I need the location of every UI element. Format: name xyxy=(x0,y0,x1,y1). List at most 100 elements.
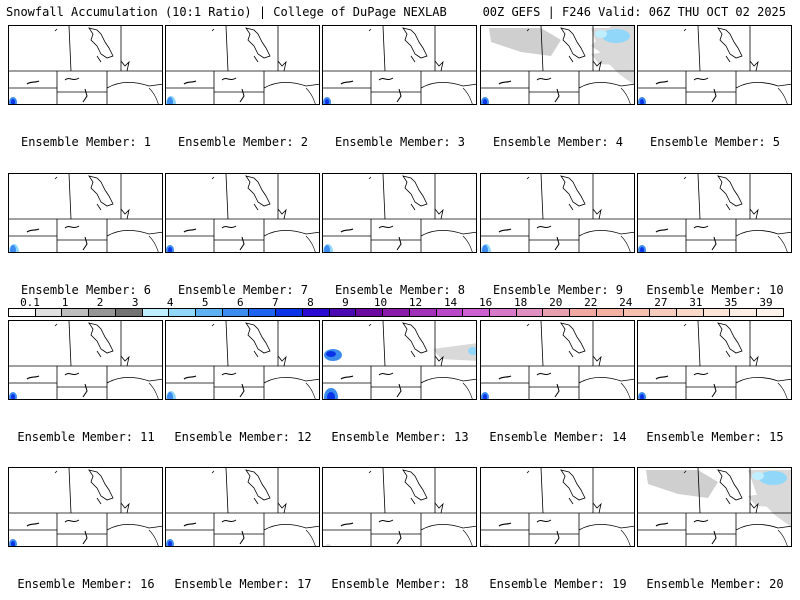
ensemble-member-label: Ensemble Member: 4 xyxy=(492,135,624,149)
ensemble-member-map xyxy=(480,467,635,547)
regional-map-svg xyxy=(638,321,791,399)
ensemble-member-map xyxy=(322,173,477,253)
colorbar-tick-label: 4 xyxy=(166,296,174,309)
ensemble-member-label: Ensemble Member: 14 xyxy=(489,430,627,444)
regional-map-svg xyxy=(323,26,476,104)
colorbar-tick-label: 14 xyxy=(443,296,458,309)
regional-map-svg xyxy=(323,321,476,399)
regional-map-svg xyxy=(638,174,791,252)
colorbar-tick-label: 39 xyxy=(759,296,773,309)
regional-map-svg xyxy=(166,321,319,399)
colorbar-tick-label: 16 xyxy=(478,296,493,309)
ensemble-member-map xyxy=(322,467,477,547)
ensemble-member-label: Ensemble Member: 10 xyxy=(646,283,784,297)
colorbar-tick-label: 0.1 xyxy=(20,296,40,309)
colorbar-swatch xyxy=(570,309,597,316)
colorbar-swatch xyxy=(650,309,677,316)
colorbar-swatch xyxy=(757,309,783,316)
colorbar-swatch xyxy=(9,309,36,316)
regional-map-svg xyxy=(166,468,319,546)
colorbar-swatch xyxy=(489,309,517,316)
snowfall-colorbar xyxy=(8,308,784,317)
colorbar-tick-label: 24 xyxy=(619,296,633,309)
colorbar-swatch xyxy=(730,309,758,316)
regional-map-svg xyxy=(481,26,634,104)
ensemble-member-map xyxy=(165,25,320,105)
ensemble-member-map xyxy=(480,320,635,400)
colorbar-tick-label: 18 xyxy=(514,296,528,309)
colorbar-tick-label: 7 xyxy=(272,296,279,309)
colorbar-tick-label: 31 xyxy=(689,296,703,309)
ensemble-member-map xyxy=(8,467,163,547)
colorbar-tick-label: 35 xyxy=(724,296,738,309)
colorbar-tick-label: 22 xyxy=(584,296,598,309)
colorbar-swatch xyxy=(196,309,223,316)
colorbar-tick-label: 9 xyxy=(342,296,349,309)
colorbar-swatch xyxy=(115,309,143,316)
colorbar-swatch xyxy=(249,309,277,316)
colorbar-tick-label: 5 xyxy=(201,296,209,309)
ensemble-member-map xyxy=(637,173,792,253)
ensemble-member-label: Ensemble Member: 16 xyxy=(17,577,155,591)
ensemble-member-map xyxy=(8,173,163,253)
ensemble-member-map xyxy=(8,320,163,400)
colorbar-tick-label: 27 xyxy=(654,296,668,309)
colorbar-swatch xyxy=(596,309,624,316)
regional-map-svg xyxy=(638,26,791,104)
regional-map-svg xyxy=(9,174,162,252)
colorbar-swatch xyxy=(436,309,464,316)
ensemble-member-label: Ensemble Member: 20 xyxy=(646,577,784,591)
ensemble-member-label: Ensemble Member: 9 xyxy=(492,283,624,297)
colorbar-tick-label: 10 xyxy=(373,296,388,309)
ensemble-member-label: Ensemble Member: 5 xyxy=(649,135,781,149)
regional-map-svg xyxy=(481,174,634,252)
colorbar-swatch xyxy=(35,309,63,316)
ensemble-member-label: Ensemble Member: 11 xyxy=(17,430,155,444)
ensemble-member-map xyxy=(637,467,792,547)
colorbar-swatch xyxy=(356,309,384,316)
colorbar-swatch xyxy=(463,309,490,316)
colorbar-tick-label: 20 xyxy=(549,296,563,309)
ensemble-member-map xyxy=(165,320,320,400)
ensemble-member-label: Ensemble Member: 3 xyxy=(334,135,466,149)
colorbar-swatch xyxy=(329,309,357,316)
colorbar-swatch xyxy=(543,309,571,316)
ensemble-member-label: Ensemble Member: 19 xyxy=(489,577,627,591)
colorbar-swatch xyxy=(516,309,544,316)
regional-map-svg xyxy=(323,174,476,252)
ensemble-member-label: Ensemble Member: 15 xyxy=(646,430,784,444)
ensemble-member-label: Ensemble Member: 17 xyxy=(174,577,312,591)
colorbar-tick-label: 6 xyxy=(236,296,244,309)
ensemble-member-label: Ensemble Member: 8 xyxy=(334,283,466,297)
regional-map-svg xyxy=(323,468,476,546)
ensemble-member-label: Ensemble Member: 13 xyxy=(331,430,469,444)
regional-map-svg xyxy=(9,26,162,104)
ensemble-member-label: Ensemble Member: 18 xyxy=(331,577,469,591)
colorbar-swatch xyxy=(222,309,250,316)
ensemble-member-label: Ensemble Member: 2 xyxy=(177,135,309,149)
ensemble-member-map xyxy=(637,25,792,105)
regional-map-svg xyxy=(9,321,162,399)
colorbar-swatch xyxy=(276,309,303,316)
colorbar-tick-label: 3 xyxy=(131,296,139,309)
ensemble-member-map xyxy=(322,25,477,105)
ensemble-member-map xyxy=(480,173,635,253)
colorbar-swatch xyxy=(169,309,197,316)
colorbar-swatch xyxy=(302,309,330,316)
colorbar-swatch xyxy=(142,309,170,316)
ensemble-member-label: Ensemble Member: 7 xyxy=(177,283,309,297)
colorbar-tick-label: 8 xyxy=(307,296,314,309)
run-valid-time: 00Z GEFS | F246 Valid: 06Z THU OCT 02 20… xyxy=(482,5,786,19)
ensemble-member-label: Ensemble Member: 12 xyxy=(174,430,312,444)
colorbar-tick-label: 2 xyxy=(96,296,104,309)
regional-map-svg xyxy=(638,468,791,546)
ensemble-member-map xyxy=(165,173,320,253)
map-title: Snowfall Accumulation (10:1 Ratio) | Col… xyxy=(6,5,447,19)
colorbar-swatch xyxy=(62,309,90,316)
colorbar-swatch xyxy=(676,309,704,316)
colorbar-tick-label: 1 xyxy=(61,296,69,309)
regional-map-svg xyxy=(166,26,319,104)
colorbar-swatch xyxy=(409,309,437,316)
regional-map-svg xyxy=(481,468,634,546)
ensemble-member-map xyxy=(480,25,635,105)
